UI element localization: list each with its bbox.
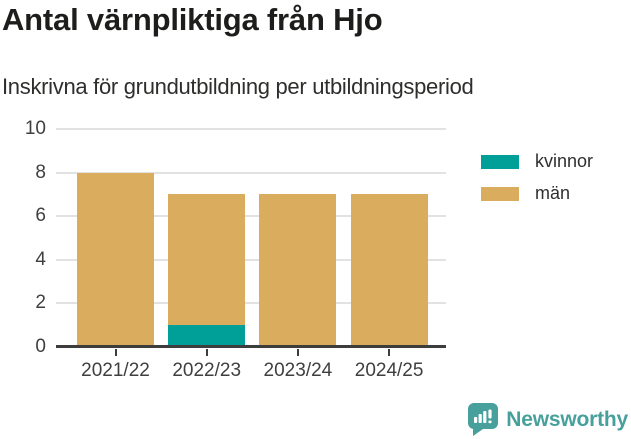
y-axis-label-0: 0: [35, 336, 46, 357]
page-title: Antal värnpliktiga från Hjo: [2, 2, 383, 37]
x-axis-label-2022-23: 2022/23: [172, 360, 242, 381]
chart-subtitle: Inskrivna för grundutbildning per utbild…: [2, 74, 474, 99]
x-tick-2022-23: [205, 349, 208, 356]
bar-2023-24-män: [259, 194, 337, 347]
bar-2022-23-män: [168, 194, 246, 326]
x-tick-2023-24: [296, 349, 299, 356]
gridline-y4: [56, 258, 446, 261]
y-axis-label-8: 8: [35, 161, 46, 183]
legend-item-kvinnor: kvinnor: [481, 151, 593, 172]
gridline-y6: [56, 215, 446, 218]
bar-2021-22-män: [77, 172, 154, 347]
bar-2024-25-män: [350, 194, 428, 347]
newsworthy-logo-link[interactable]: Newsworthy: [468, 403, 628, 436]
legend-label-kvinnor: kvinnor: [535, 151, 594, 171]
x-axis-label-2023-24: 2023/24: [263, 360, 333, 381]
logo-text: Newsworthy: [506, 407, 628, 431]
x-tick-2024-25: [388, 349, 391, 356]
bar-chart-speech-bubble-icon: [468, 403, 499, 436]
legend-swatch-man: [481, 186, 519, 201]
chart-legend: kvinnor män: [481, 151, 593, 215]
x-tick-2021-22: [114, 349, 117, 356]
gridline-y2: [56, 302, 446, 305]
y-axis-label-2: 2: [35, 292, 46, 314]
x-axis-label-2021-22: 2021/22: [81, 360, 150, 381]
x-axis-line: [56, 345, 446, 348]
legend-swatch-kvinnor: [481, 154, 519, 169]
gridline-y8: [56, 171, 446, 174]
legend-label-man: män: [535, 183, 571, 203]
y-axis-label-4: 4: [35, 248, 46, 270]
plot-area: 2021/22 2022/23 2023/24 2024/25: [56, 128, 446, 381]
legend-item-man: män: [481, 183, 593, 204]
x-axis-label-2024-25: 2024/25: [354, 360, 424, 381]
bar-2022-23-kvinnor: [168, 325, 246, 347]
gridline-y10: [56, 128, 446, 130]
y-axis-label-10: 10: [24, 118, 46, 139]
y-axis-label-6: 6: [35, 205, 46, 227]
